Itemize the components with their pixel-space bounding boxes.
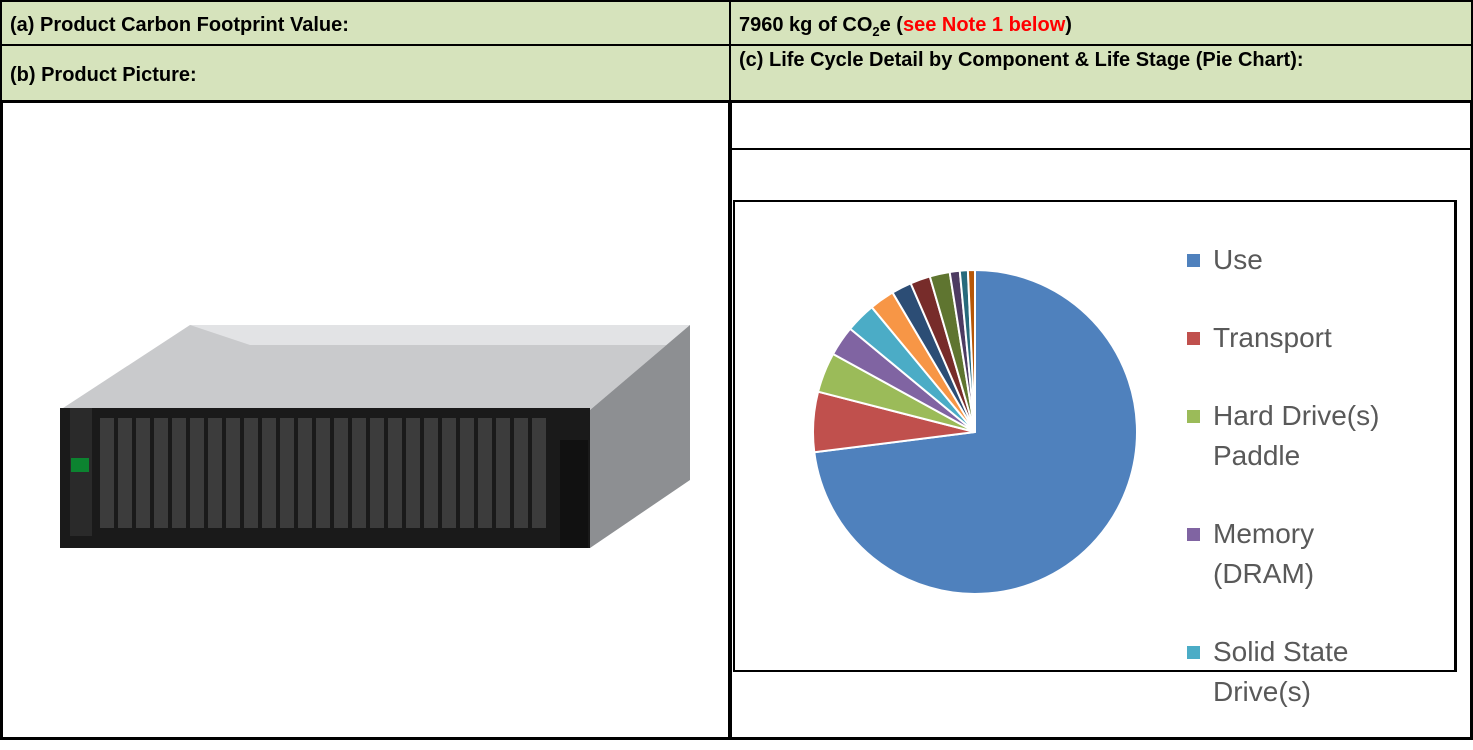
legend-swatch <box>1187 254 1200 267</box>
label: (c) Life Cycle Detail by Component & Lif… <box>739 49 1304 71</box>
label: (a) Product Carbon Footprint Value: <box>10 14 349 36</box>
value: ) <box>1065 14 1072 36</box>
cell: (c) Life Cycle Detail by Component & Lif… <box>729 44 1473 102</box>
legend-entry: Solid State Drive(s) <box>1187 632 1403 712</box>
legend-entry: Transport <box>1187 318 1403 358</box>
legend-swatch <box>1187 410 1200 423</box>
pie <box>812 268 1138 595</box>
subscript: 2 <box>872 24 880 39</box>
label: (b) Product Picture: <box>10 64 197 86</box>
legend-label: Solid State Drive(s) <box>1213 636 1349 707</box>
legend-entry: Memory (DRAM) <box>1187 514 1403 594</box>
chart-box <box>733 200 1457 672</box>
value: e ( <box>879 14 903 36</box>
legend-label: Use <box>1213 244 1263 275</box>
legend-entry: Hard Drive(s) Paddle <box>1187 396 1403 476</box>
product-image <box>60 325 690 548</box>
note-link: see Note 1 below <box>902 14 1066 36</box>
legend-label: Transport <box>1213 322 1332 353</box>
value: 7960 kg of CO <box>739 14 873 36</box>
rule <box>731 148 1473 150</box>
drawing <box>60 268 1138 595</box>
legend: Use Transport Hard Drive(s) Paddle Memory (… <box>1187 240 1403 750</box>
cell: (a) Product Carbon Footprint Value: <box>0 0 731 46</box>
legend-swatch <box>1187 332 1200 345</box>
legend-label: Hard Drive(s) Paddle <box>1213 400 1380 471</box>
cell: (b) Product Picture: <box>0 44 731 102</box>
legend-swatch <box>1187 646 1200 659</box>
legend-swatch <box>1187 528 1200 541</box>
pie-slice <box>966 268 976 433</box>
legend-entry: Use <box>1187 240 1403 280</box>
legend-label: Memory (DRAM) <box>1213 518 1315 589</box>
